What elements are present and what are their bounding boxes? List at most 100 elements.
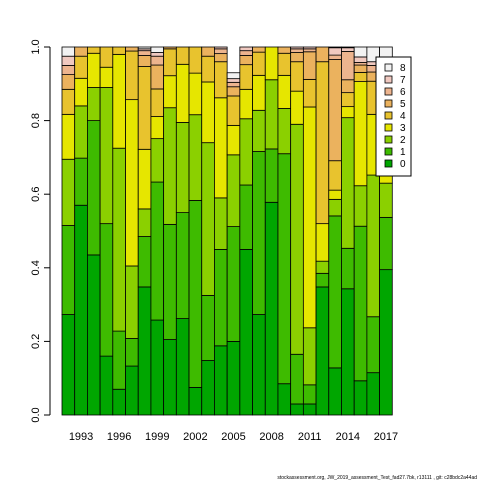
bar-segment-age-6 <box>328 54 342 60</box>
bar-segment-age-0 <box>201 360 215 416</box>
bar-segment-age-0 <box>99 355 114 416</box>
bar-segment-age-3 <box>315 223 330 262</box>
bar-segment-age-0 <box>163 339 177 416</box>
bar-segment-age-7 <box>61 55 76 66</box>
bar-segment-age-2 <box>366 174 380 318</box>
bar-segment-age-2 <box>112 147 126 332</box>
bar-segment-age-6 <box>150 55 165 66</box>
bar-segment-age-1 <box>315 272 330 288</box>
legend-swatch <box>384 99 393 108</box>
x-tick-label: 2002 <box>183 431 207 443</box>
legend-swatch <box>384 75 393 84</box>
legend-swatch <box>384 159 393 168</box>
bar-segment-age-8 <box>341 46 355 49</box>
bar-segment-age-8 <box>150 46 165 53</box>
y-tick-label: 0.0 <box>30 407 42 422</box>
bar-segment-age-4 <box>201 55 215 83</box>
x-tick-label: 1996 <box>107 431 131 443</box>
bar-segment-age-4 <box>252 51 266 76</box>
bar-segment-age-2 <box>137 208 152 237</box>
bar-segment-age-7 <box>328 47 342 56</box>
legend-label: 5 <box>400 99 406 110</box>
bar-segment-age-1 <box>150 181 165 321</box>
bar-segment-age-1 <box>74 157 88 206</box>
bar-segment-age-3 <box>74 77 88 107</box>
bar-segment-age-4 <box>74 55 88 79</box>
bar-segment-age-1 <box>163 223 177 340</box>
bar-segment-age-5 <box>239 55 253 66</box>
bar-segment-age-5 <box>163 46 177 50</box>
bar-segment-age-4 <box>302 78 317 108</box>
bar-segment-age-2 <box>125 265 139 339</box>
bar-segment-age-2 <box>239 118 253 186</box>
bar-segment-age-2 <box>188 114 203 201</box>
bar-segment-age-1 <box>366 316 380 374</box>
bar-segment-age-2 <box>302 327 317 386</box>
bar-segment-age-0 <box>112 388 126 416</box>
bar-segment-age-2 <box>252 109 266 152</box>
bar-segment-age-5 <box>150 64 165 90</box>
bar-segment-age-3 <box>353 81 368 187</box>
bar-segment-age-1 <box>302 384 317 405</box>
bar-segment-age-3 <box>214 97 228 199</box>
bar-segment-age-1 <box>328 215 342 369</box>
bar-segment-age-4 <box>239 64 253 90</box>
bar-segment-age-3 <box>99 66 114 88</box>
bar-segment-age-0 <box>252 314 266 416</box>
bar-segment-age-4 <box>175 46 190 65</box>
bar-segment-age-5 <box>290 52 304 63</box>
footer-text: stockassessment.org, JW_2019_assessment_… <box>277 475 477 480</box>
bar-segment-age-3 <box>150 116 165 140</box>
bar-segment-age-0 <box>74 204 88 416</box>
x-tick-label: 2014 <box>336 431 360 443</box>
bar-segment-age-2 <box>290 123 304 355</box>
bar-segment-age-4 <box>163 48 177 77</box>
bar-segment-age-0 <box>315 286 330 416</box>
bar-segment-age-0 <box>353 380 368 416</box>
y-tick-label: 1.0 <box>30 39 42 54</box>
bar-segment-age-2 <box>264 79 279 150</box>
bar-segment-age-6 <box>214 48 228 55</box>
bar-segment-age-4 <box>226 95 241 126</box>
bar-segment-age-5 <box>302 51 317 80</box>
bar-segment-age-2 <box>99 87 114 225</box>
bar-segment-age-1 <box>61 225 76 315</box>
bar-segment-age-8 <box>328 46 342 49</box>
bar-segment-age-4 <box>290 61 304 92</box>
bar-segment-age-6 <box>61 65 76 76</box>
legend-swatch <box>384 111 393 120</box>
bar-segment-age-6 <box>290 48 304 53</box>
legend-box <box>375 56 412 177</box>
bar-segment-age-0 <box>341 288 355 416</box>
bar-segment-age-5 <box>226 86 241 97</box>
bar-segment-age-1 <box>137 236 152 288</box>
bar-segment-age-1 <box>239 184 253 250</box>
bar-segment-age-1 <box>99 223 114 357</box>
bar-segment-age-6 <box>137 50 152 56</box>
bar-segment-age-5 <box>214 53 228 63</box>
bar-segment-age-0 <box>214 345 228 416</box>
bar-segment-age-4 <box>214 61 228 99</box>
legend-label: 7 <box>400 75 406 86</box>
legend-swatch <box>384 87 393 96</box>
bar-segment-age-2 <box>87 87 101 122</box>
x-tick-label: 2005 <box>221 431 245 443</box>
bar-segment-age-1 <box>112 330 126 390</box>
y-tick-label: 0.8 <box>30 113 42 128</box>
bar-segment-age-1 <box>226 226 241 342</box>
bar-segment-age-4 <box>328 160 342 191</box>
bar-segment-age-2 <box>74 105 88 159</box>
bar-segment-age-0 <box>290 403 304 416</box>
bar-segment-age-1 <box>87 120 101 256</box>
legend-label: 2 <box>400 135 406 146</box>
bar-segment-age-0 <box>188 386 203 416</box>
bar-segment-age-8 <box>61 46 76 57</box>
bar-segment-age-1 <box>264 148 279 203</box>
bar-segment-age-2 <box>328 198 342 217</box>
bar-segment-age-2 <box>353 185 368 227</box>
bar-segment-age-2 <box>150 138 165 183</box>
bar-segment-age-2 <box>61 158 76 226</box>
bar-segment-age-1 <box>379 216 393 271</box>
bar-segment-age-0 <box>264 201 279 416</box>
